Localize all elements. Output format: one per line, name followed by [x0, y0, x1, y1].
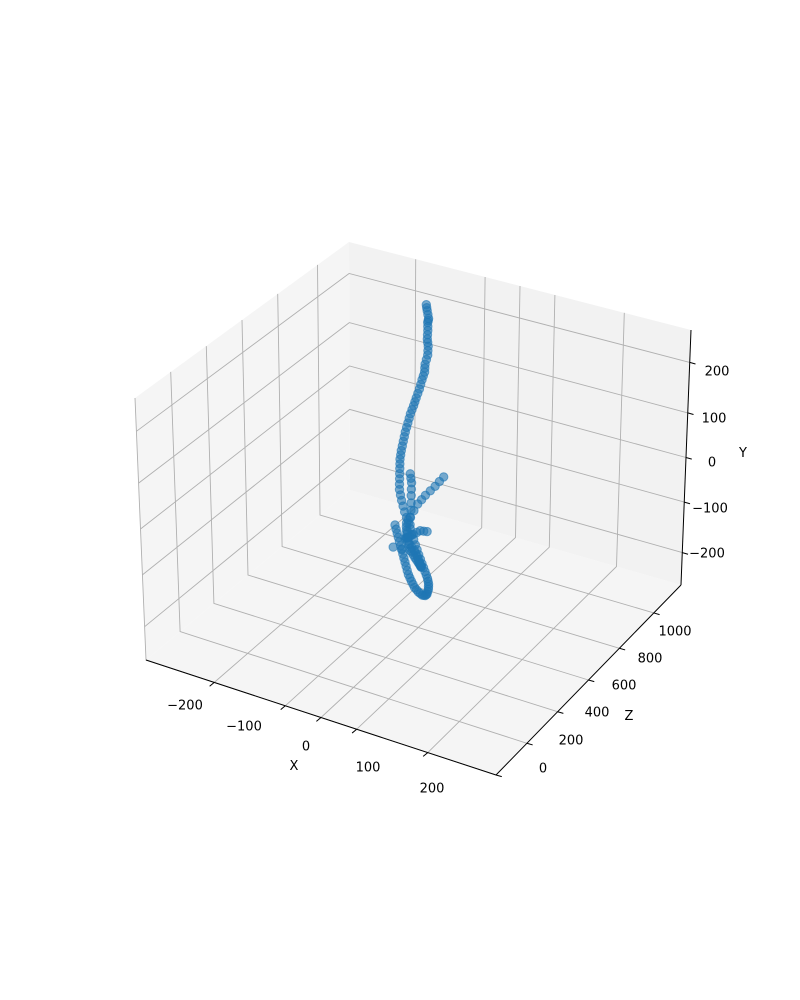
y-tick-2 — [685, 457, 692, 460]
y-tick-label-3: −100 — [692, 502, 728, 517]
y-tick-1 — [684, 501, 691, 505]
left-pane — [135, 242, 350, 660]
scatter-points — [388, 300, 449, 601]
x-tick-4 — [422, 752, 429, 757]
z-tick-3 — [557, 711, 564, 714]
z-tick-label-4: 800 — [638, 652, 663, 667]
tick-marks — [209, 361, 696, 778]
z-axis-label: Z — [625, 709, 634, 724]
y-tick-label-2: 0 — [708, 456, 716, 471]
y-axis-label: Y — [738, 446, 747, 461]
y-tick-label-0: 200 — [705, 365, 730, 380]
x-tick-label-4: 200 — [420, 782, 445, 797]
z-tick-4 — [526, 742, 533, 746]
z-gridline-3 — [205, 346, 558, 713]
data-point-150 — [439, 472, 449, 482]
x-tick-label-1: −100 — [226, 720, 262, 735]
data-point-113 — [405, 469, 415, 479]
x-tick-0 — [209, 682, 215, 687]
z-tick-5 — [495, 774, 502, 778]
z-gridline-1 — [277, 293, 620, 649]
x-axis-label: X — [290, 759, 299, 774]
x-tick-1 — [280, 705, 286, 710]
data-point-153 — [388, 542, 398, 552]
z-tick-1 — [619, 647, 626, 651]
x-tick-label-3: 100 — [356, 761, 381, 776]
tick-labels: −200−1000100200020040060080010002001000−… — [167, 365, 729, 797]
z-gridline-4 — [170, 371, 528, 744]
y-tick-4 — [689, 361, 696, 365]
y-tick-label-1: 100 — [702, 412, 727, 427]
data-point-92 — [390, 520, 400, 530]
back-pane — [349, 242, 691, 585]
y-tick-3 — [687, 412, 694, 416]
x-tick-3 — [351, 728, 358, 734]
z-tick-label-0: 0 — [539, 762, 547, 777]
z-tick-2 — [588, 679, 595, 683]
data-point-151 — [405, 546, 416, 556]
z-gridline-0 — [317, 264, 654, 614]
y-tick-label-4: −200 — [689, 547, 725, 562]
z-tick-label-1: 200 — [559, 734, 584, 749]
gridlines — [134, 259, 690, 776]
x-tick-label-2: 0 — [302, 740, 310, 755]
z-tick-label-3: 600 — [612, 679, 637, 694]
data-point-152 — [397, 544, 407, 554]
y-tick-0 — [682, 552, 689, 555]
z-tick-0 — [653, 612, 660, 616]
z-gridline-2 — [241, 319, 589, 681]
z-tick-label-5: 1000 — [658, 625, 691, 640]
x-tick-label-0: −200 — [167, 699, 203, 714]
x-tick-2 — [316, 717, 322, 722]
z-tick-label-2: 400 — [585, 706, 610, 721]
